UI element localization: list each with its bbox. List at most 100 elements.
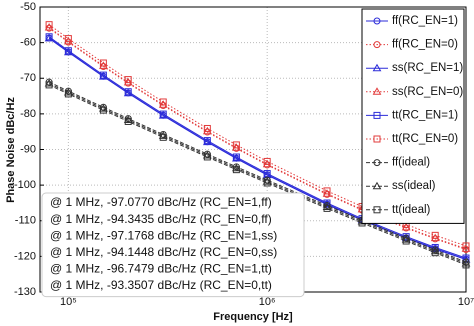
marker	[232, 141, 240, 149]
marker	[159, 133, 167, 141]
marker	[461, 259, 471, 267]
series-line	[48, 84, 467, 266]
marker	[323, 204, 331, 212]
series-line	[48, 83, 467, 264]
marker	[262, 159, 272, 168]
marker	[159, 110, 167, 118]
marker	[430, 233, 440, 242]
legend-label: ff(ideal)	[392, 157, 430, 169]
marker	[462, 254, 470, 262]
legend-label: ss(RC_EN=0)	[392, 86, 463, 98]
marker	[124, 76, 132, 84]
series-line	[48, 24, 467, 247]
marker	[63, 36, 73, 45]
legend-label: ff(RC_EN=1)	[392, 15, 458, 27]
marker	[462, 242, 470, 250]
y-tick-label: -120	[14, 250, 36, 262]
marker	[203, 153, 211, 161]
y-tick-label: -110	[15, 215, 36, 227]
marker	[203, 124, 211, 132]
marker	[232, 166, 240, 174]
marker	[64, 35, 72, 43]
marker	[99, 71, 107, 79]
y-tick-label: -60	[20, 37, 36, 49]
marker	[123, 115, 133, 124]
legend-marker	[373, 206, 381, 214]
legend-label: tt(ideal)	[392, 204, 431, 216]
legend-box	[361, 8, 465, 224]
legend-marker	[373, 111, 381, 119]
marker	[322, 189, 332, 197]
marker	[431, 249, 439, 257]
marker	[45, 21, 53, 29]
marker	[45, 33, 53, 41]
marker	[99, 61, 108, 69]
marker	[402, 237, 410, 245]
legend-label: ff(RC_EN=0)	[392, 39, 458, 51]
legend-marker	[373, 159, 381, 167]
marker	[202, 126, 212, 135]
marker	[263, 179, 271, 187]
marker	[64, 47, 72, 55]
legend-label: tt(RC_EN=1)	[392, 109, 458, 121]
marker	[99, 106, 107, 114]
marker	[123, 77, 133, 86]
marker	[63, 88, 73, 96]
y-tick-label: -70	[20, 72, 36, 84]
marker	[262, 177, 272, 185]
marker	[263, 157, 271, 165]
marker	[232, 143, 241, 151]
series-line	[48, 27, 467, 250]
annotation: @ 1 MHz, -93.3507 dBc/Hz (RC_EN=0,tt)	[50, 278, 272, 292]
marker	[323, 187, 331, 195]
marker	[430, 246, 440, 255]
marker	[322, 202, 332, 210]
y-tick-label: -130	[14, 286, 36, 298]
marker	[202, 151, 212, 159]
marker	[158, 100, 168, 108]
x-tick-label: 10⁷	[458, 296, 474, 308]
annotation-box	[41, 192, 305, 298]
annotation: @ 1 MHz, -96.7479 dBc/Hz (RC_EN=1,tt)	[50, 262, 272, 276]
legend-marker	[373, 17, 381, 25]
legend-label: tt(RC_EN=0)	[392, 133, 458, 145]
marker	[431, 231, 439, 239]
x-tick-label: 10⁵	[60, 296, 77, 308]
y-tick-label: -100	[14, 179, 36, 191]
y-tick-label: -90	[20, 143, 36, 155]
legend-marker	[372, 181, 382, 190]
annotation: @ 1 MHz, -97.0770 dBc/Hz (RC_EN=1,ff)	[50, 195, 272, 209]
y-tick-label: -50	[20, 1, 36, 13]
legend-label: ss(RC_EN=1)	[392, 62, 463, 74]
annotation: @ 1 MHz, -94.3435 dBc/Hz (RC_EN=0,ff)	[50, 212, 272, 226]
marker	[44, 78, 54, 87]
marker	[64, 90, 72, 98]
marker	[45, 81, 53, 89]
legend-label: ss(ideal)	[392, 180, 436, 192]
marker	[431, 243, 439, 251]
marker	[44, 22, 54, 31]
y-axis-label: Phase Noise dBc/Hz	[5, 97, 17, 203]
marker	[99, 104, 108, 112]
marker	[124, 117, 132, 125]
marker	[401, 235, 411, 243]
marker	[401, 222, 411, 231]
x-axis-label: Frequency [Hz]	[213, 311, 293, 323]
legend-marker	[372, 87, 382, 95]
marker	[462, 261, 470, 269]
marker	[232, 163, 241, 172]
legend-marker	[372, 63, 382, 72]
marker	[159, 98, 167, 106]
x-tick-label: 10⁶	[259, 296, 276, 308]
marker	[124, 88, 132, 96]
marker	[99, 59, 107, 67]
annotation: @ 1 MHz, -97.1768 dBc/Hz (RC_EN=1,ss)	[50, 228, 277, 242]
y-tick-label: -80	[20, 108, 36, 120]
legend-marker	[373, 135, 381, 143]
annotation: @ 1 MHz, -94.1448 dBc/Hz (RC_EN=0,ss)	[50, 245, 277, 259]
marker	[323, 199, 331, 207]
legend-marker	[373, 41, 381, 49]
marker	[203, 137, 211, 145]
marker	[158, 131, 168, 139]
